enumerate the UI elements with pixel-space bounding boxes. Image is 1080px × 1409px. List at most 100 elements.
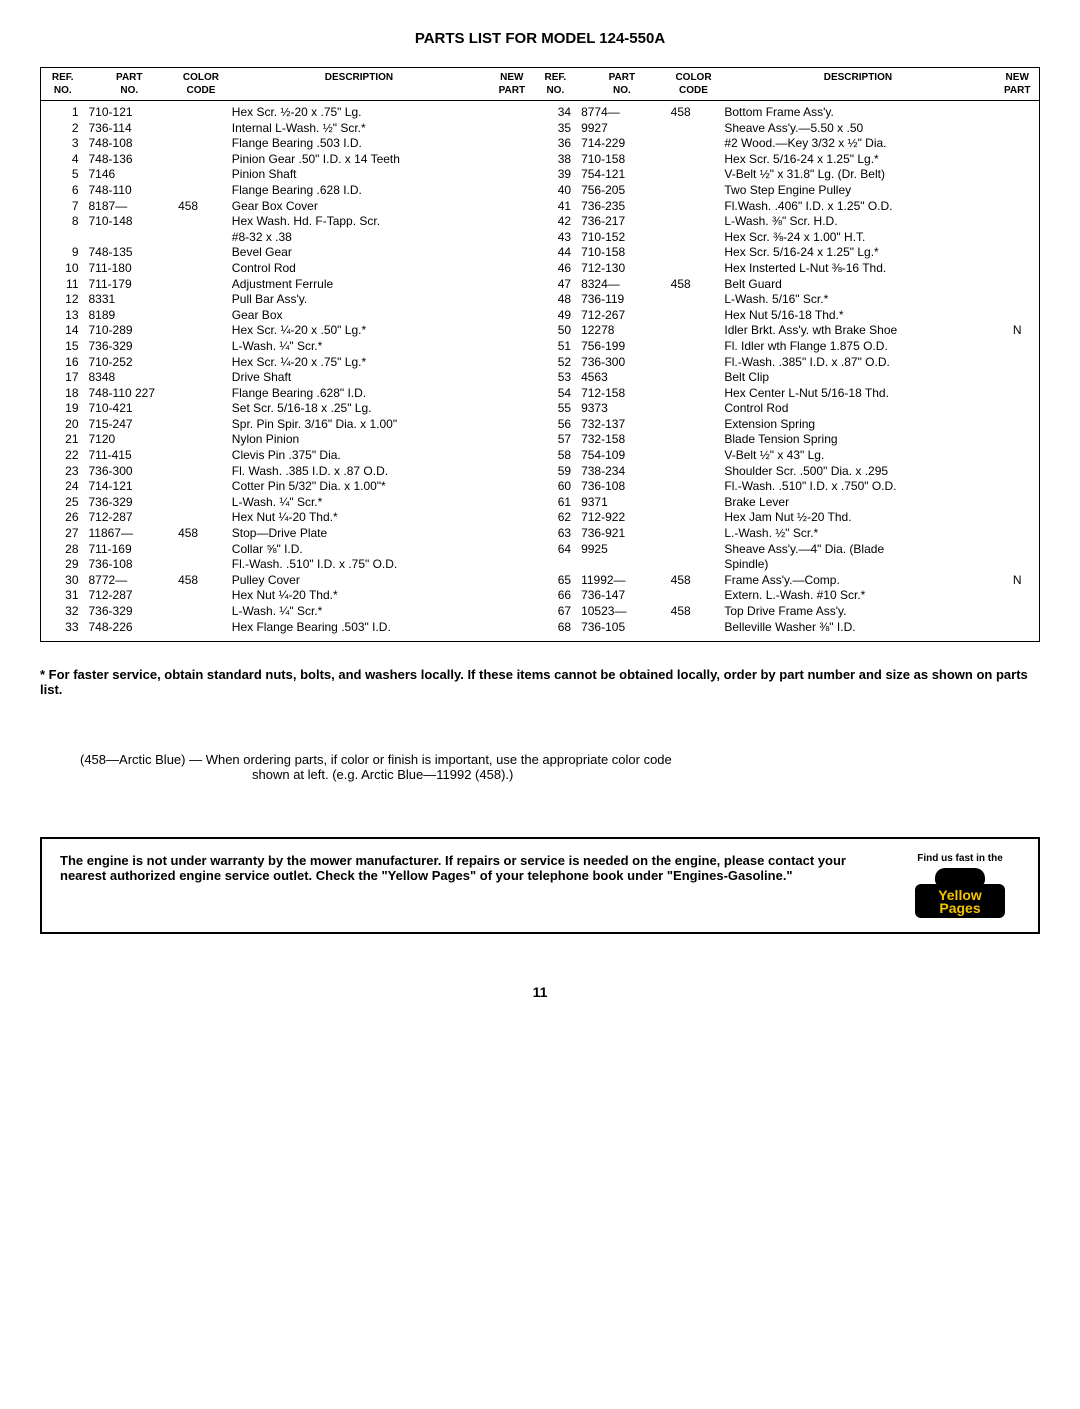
table-cell <box>577 557 667 573</box>
table-cell: 4563 <box>577 370 667 386</box>
table-cell: Belt Guard <box>720 277 995 293</box>
page-number: 11 <box>40 984 1040 1000</box>
table-cell: 11992— <box>577 573 667 589</box>
table-row: 78187—458Gear Box Cover41736-235Fl.Wash.… <box>41 199 1039 215</box>
table-cell: 57 <box>534 432 578 448</box>
table-cell: Nylon Pinion <box>228 432 490 448</box>
table-cell: 64 <box>534 542 578 558</box>
table-cell: 40 <box>534 183 578 199</box>
table-cell <box>490 323 534 339</box>
table-cell: 736-329 <box>85 495 175 511</box>
table-cell: 61 <box>534 495 578 511</box>
table-cell <box>174 510 228 526</box>
table-cell: 712-287 <box>85 510 175 526</box>
table-cell <box>490 495 534 511</box>
table-cell <box>490 308 534 324</box>
table-cell: 712-267 <box>577 308 667 324</box>
table-cell: 56 <box>534 417 578 433</box>
table-cell: 63 <box>534 526 578 542</box>
table-cell: 17 <box>41 370 85 386</box>
table-cell: 62 <box>534 510 578 526</box>
table-cell <box>490 526 534 542</box>
table-cell: 34 <box>534 101 578 121</box>
table-cell <box>490 355 534 371</box>
footnote: * For faster service, obtain standard nu… <box>40 667 1040 697</box>
table-cell: 710-252 <box>85 355 175 371</box>
table-cell: 748-110 <box>85 183 175 199</box>
yellow-pages-block: Find us fast in the Yellow Pages <box>900 853 1020 918</box>
table-cell: #2 Wood.—Key 3/32 x ½" Dia. <box>720 136 995 152</box>
table-cell: 714-121 <box>85 479 175 495</box>
table-cell: 2 <box>41 121 85 137</box>
table-cell <box>490 152 534 168</box>
table-cell <box>667 261 721 277</box>
table-row: 10711-180Control Rod46712-130Hex Instert… <box>41 261 1039 277</box>
table-cell <box>174 277 228 293</box>
table-cell: 67 <box>534 604 578 620</box>
table-cell <box>667 526 721 542</box>
col-new-2: NEW PART <box>995 68 1039 101</box>
table-cell <box>667 152 721 168</box>
table-cell: 42 <box>534 214 578 230</box>
table-cell: Fl.-Wash. .510" I.D. x .750" O.D. <box>720 479 995 495</box>
table-cell: Internal L-Wash. ½" Scr.* <box>228 121 490 137</box>
table-cell: N <box>995 573 1039 589</box>
table-cell <box>667 510 721 526</box>
table-row: 14710-289Hex Scr. ¼-20 x .50" Lg.*501227… <box>41 323 1039 339</box>
table-cell: Hex Scr. ½-20 x .75" Lg. <box>228 101 490 121</box>
table-cell <box>490 479 534 495</box>
table-cell: 712-158 <box>577 386 667 402</box>
table-cell <box>490 448 534 464</box>
table-cell <box>995 230 1039 246</box>
table-row: 128331Pull Bar Ass'y.48736-119L-Wash. 5/… <box>41 292 1039 308</box>
table-cell: Hex Center L-Nut 5/16-18 Thd. <box>720 386 995 402</box>
table-cell <box>174 495 228 511</box>
table-cell: Flange Bearing .628" I.D. <box>228 386 490 402</box>
table-cell: Hex Scr. ¼-20 x .75" Lg.* <box>228 355 490 371</box>
table-cell <box>995 214 1039 230</box>
table-cell <box>995 245 1039 261</box>
table-cell: 54 <box>534 386 578 402</box>
table-cell <box>995 101 1039 121</box>
table-cell: 8348 <box>85 370 175 386</box>
table-cell <box>174 101 228 121</box>
table-cell: 27 <box>41 526 85 542</box>
table-cell: 10523— <box>577 604 667 620</box>
table-cell: 754-109 <box>577 448 667 464</box>
table-cell <box>174 323 228 339</box>
table-cell <box>667 292 721 308</box>
table-cell <box>667 136 721 152</box>
col-part: PART NO. <box>85 68 175 101</box>
table-cell <box>174 245 228 261</box>
table-cell <box>667 620 721 642</box>
table-cell <box>490 167 534 183</box>
table-cell: 49 <box>534 308 578 324</box>
table-cell: Fl. Wash. .385 I.D. x .87 O.D. <box>228 464 490 480</box>
table-cell: Drive Shaft <box>228 370 490 386</box>
table-cell: 458 <box>667 101 721 121</box>
table-row: 24714-121Cotter Pin 5/32" Dia. x 1.00"*6… <box>41 479 1039 495</box>
table-cell <box>667 495 721 511</box>
table-cell <box>490 230 534 246</box>
table-cell: Fl.-Wash. .385" I.D. x .87" O.D. <box>720 355 995 371</box>
table-cell: 736-119 <box>577 292 667 308</box>
table-cell <box>995 136 1039 152</box>
table-cell <box>174 588 228 604</box>
table-cell <box>490 432 534 448</box>
table-cell <box>995 277 1039 293</box>
table-cell: L-Wash. ¼" Scr.* <box>228 604 490 620</box>
table-cell <box>174 620 228 642</box>
table-cell <box>174 448 228 464</box>
table-cell <box>174 308 228 324</box>
table-cell: 7120 <box>85 432 175 448</box>
table-cell: Belt Clip <box>720 370 995 386</box>
table-cell <box>667 432 721 448</box>
table-cell: 6 <box>41 183 85 199</box>
table-cell <box>490 557 534 573</box>
table-cell <box>995 121 1039 137</box>
table-cell: 32 <box>41 604 85 620</box>
table-row: 138189Gear Box49712-267Hex Nut 5/16-18 T… <box>41 308 1039 324</box>
table-cell: 68 <box>534 620 578 642</box>
table-row: 178348Drive Shaft534563Belt Clip <box>41 370 1039 386</box>
table-cell: Adjustment Ferrule <box>228 277 490 293</box>
